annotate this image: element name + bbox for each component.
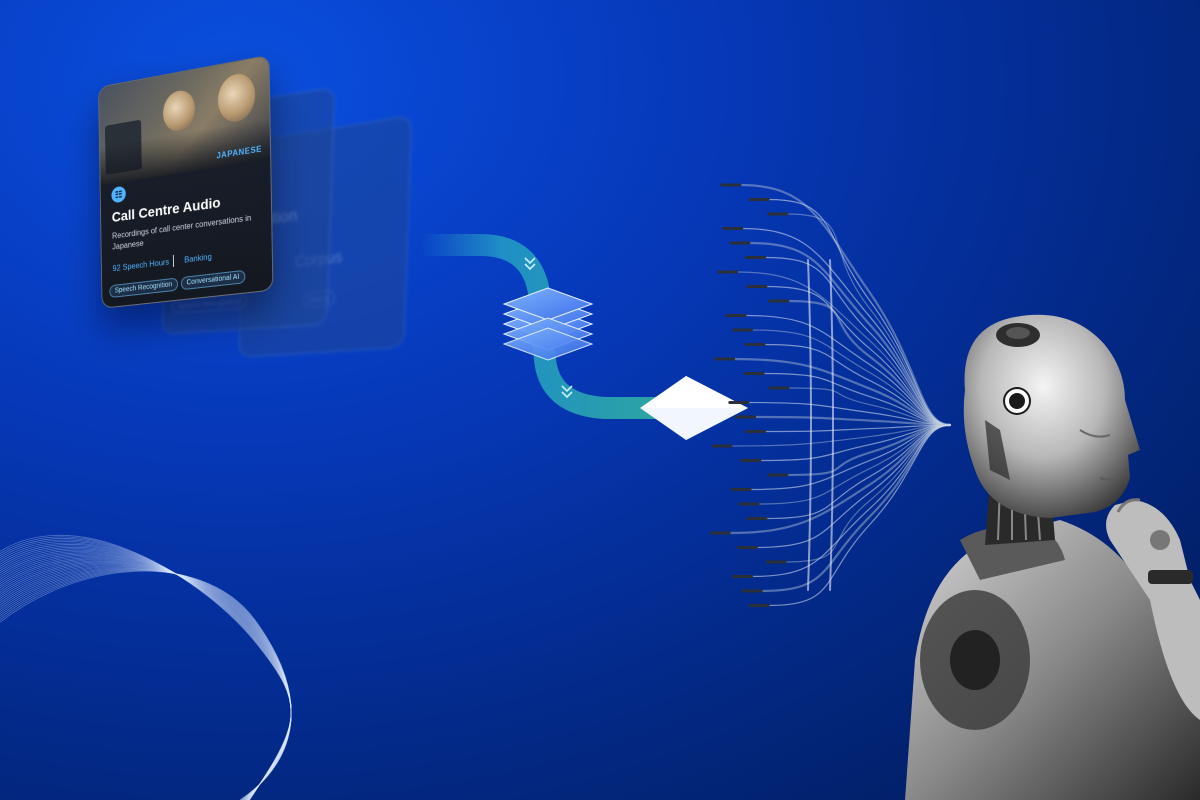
robot-illustration	[0, 0, 1200, 800]
